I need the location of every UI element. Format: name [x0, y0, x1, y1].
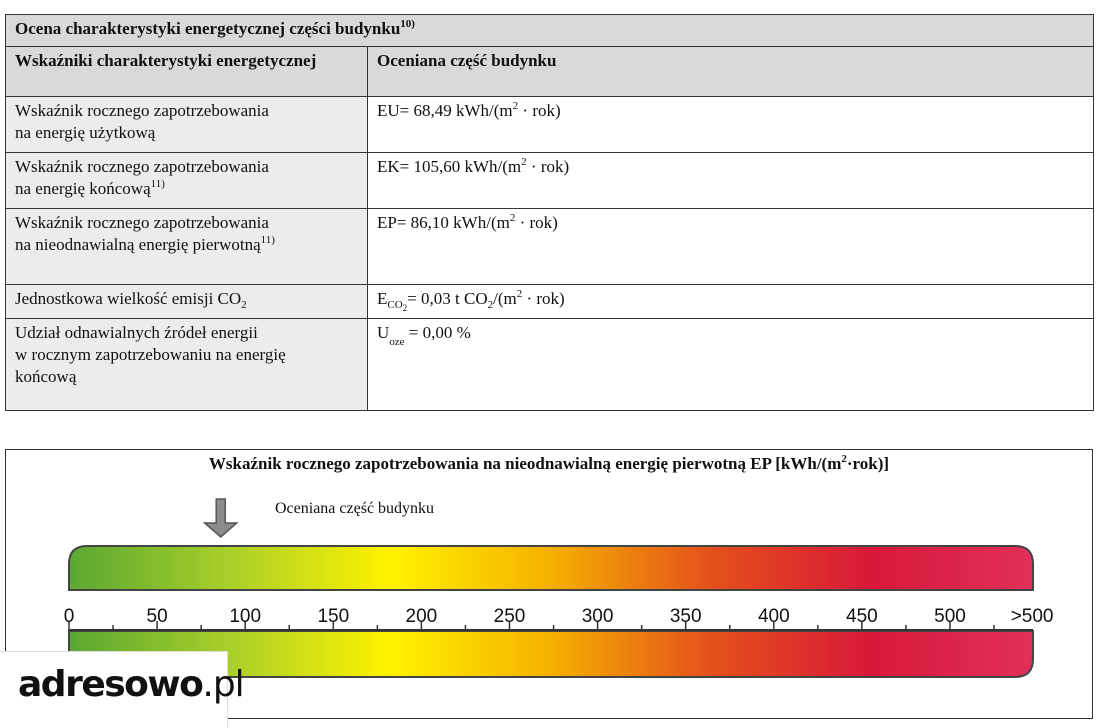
table-title-row: Ocena charakterystyki energetycznej częś…: [4, 14, 1095, 47]
down-arrow-icon: [202, 498, 239, 538]
scale-tick-label: 150: [317, 606, 349, 627]
row-label-ek: Wskaźnik rocznego zapotrzebowania na ener…: [5, 152, 368, 209]
scale-tick-label: 200: [406, 606, 438, 627]
logo-text: adresowo: [18, 664, 204, 705]
scale-tick-label: 100: [229, 606, 261, 627]
table-row: Wskaźnik rocznego zapotrzebowania na ener…: [5, 152, 1095, 209]
scale-tick-labels: 0 50 100 150 200 250 300 350 400 450 500 >500: [64, 606, 1054, 627]
table-header-row: Wskaźniki charakterystyki energetycznej …: [5, 46, 1095, 97]
scale-bar-top: [68, 545, 1034, 591]
row-label-oze: Udział odnawialnych źródeł energii w rocz…: [5, 318, 368, 411]
scale-tick-label: 450: [846, 606, 878, 627]
energy-assessment-table: Ocena charakterystyki energetycznej częś…: [4, 14, 1095, 411]
scale-tick-label: 400: [758, 606, 790, 627]
row-label-co2: Jednostkowa wielkość emisji CO2: [5, 284, 368, 319]
scale-tick-label: >500: [1011, 606, 1054, 627]
table-row: Jednostkowa wielkość emisji CO2 ECO2= 0,…: [5, 284, 1095, 319]
scale-tick-label: 500: [934, 606, 966, 627]
marker-label: Oceniana część budynku: [275, 500, 435, 517]
row-value-co2: ECO2= 0,03 t CO2/(m2 · rok): [366, 284, 1095, 319]
row-label-eu: Wskaźnik rocznego zapotrzebowania na ener…: [5, 96, 368, 153]
scale-tick-label: 0: [64, 606, 75, 627]
scale-tick-label: 250: [494, 606, 526, 627]
table-row: Wskaźnik rocznego zapotrzebowania na nieo…: [5, 208, 1095, 285]
table-title: Ocena charakterystyki energetycznej częś…: [4, 14, 1095, 47]
header-assessed-part: Oceniana część budynku: [366, 46, 1095, 97]
row-label-ep: Wskaźnik rocznego zapotrzebowania na nieo…: [5, 208, 368, 285]
scale-title: Wskaźnik rocznego zapotrzebowania na nie…: [208, 453, 890, 474]
row-value-ep: EP= 86,10 kWh/(m2 · rok): [366, 208, 1095, 285]
row-value-ek: EK= 105,60 kWh/(m2 · rok): [366, 152, 1095, 209]
row-value-eu: EU= 68,49 kWh/(m2 · rok): [366, 96, 1095, 153]
row-value-oze: Uoze = 0,00 %: [366, 318, 1095, 411]
header-indicators: Wskaźniki charakterystyki energetycznej: [5, 46, 368, 97]
table-row: Wskaźnik rocznego zapotrzebowania na ener…: [5, 96, 1095, 153]
scale-tick-label: 50: [147, 606, 168, 627]
table-row: Udział odnawialnych źródeł energii w rocz…: [5, 318, 1095, 411]
scale-tick-label: 350: [670, 606, 702, 627]
scale-ticks: [68, 621, 995, 630]
adresowo-logo[interactable]: adresowo.pl: [0, 651, 245, 728]
logo-tld: .pl: [202, 664, 244, 705]
scale-tick-label: 300: [582, 606, 614, 627]
